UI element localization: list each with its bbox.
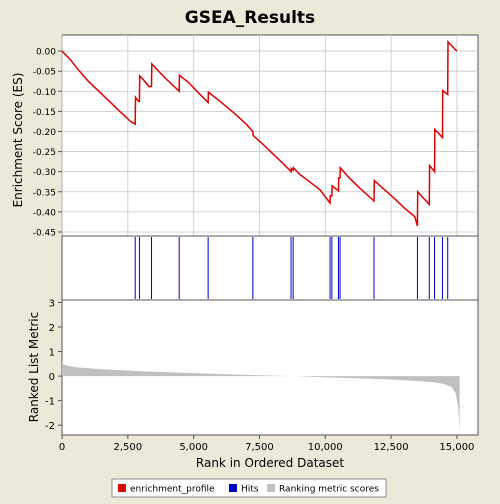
es-y-tick-label: -0.05: [33, 68, 56, 78]
es-y-tick-label: -0.20: [33, 128, 57, 138]
legend: enrichment_profile Hits Ranking metric s…: [111, 478, 387, 498]
es-plot-area: [61, 34, 479, 237]
chart-title: GSEA_Results: [185, 8, 315, 28]
x-axis: 0 2,500 5,000 7,500 10,000 12,500 15,000: [59, 435, 474, 453]
enrichment-score-panel: 0.00 -0.05 -0.10 -0.15 -0.20 -0.25 -0.30 -0.35 -…: [33, 34, 479, 238]
x-tick-label: 5,000: [179, 442, 208, 453]
hits-panel: [61, 235, 479, 301]
x-tick-label: 7,500: [245, 442, 274, 453]
es-y-tick-label: -0.45: [33, 228, 56, 238]
x-tick-label: 0: [59, 442, 65, 453]
ranking-plot-area: [61, 299, 479, 436]
es-y-tick-label: -0.10: [33, 88, 57, 98]
es-y-tick-label: -0.35: [33, 188, 56, 198]
es-y-tick-label: -0.15: [33, 108, 56, 118]
ranking-y-tick-label: 1: [49, 348, 55, 359]
legend-swatch-enrichment-profile: [118, 484, 126, 492]
legend-label-ranking-metric-scores: Ranking metric scores: [279, 485, 379, 495]
legend-box: [111, 478, 387, 498]
legend-label-hits: Hits: [241, 485, 259, 495]
legend-label-enrichment-profile: enrichment_profile: [130, 485, 215, 495]
x-tick-label: 10,000: [308, 442, 343, 453]
es-y-axis-label: Enrichment Score (ES): [11, 73, 25, 208]
x-tick-label: 2,500: [114, 442, 143, 453]
x-tick-label: 15,000: [439, 442, 474, 453]
es-y-tick-label: 0.00: [36, 48, 56, 58]
ranking-y-tick-label: 3: [49, 298, 55, 309]
legend-swatch-ranking-metric-scores: [267, 484, 275, 492]
legend-swatch-hits: [229, 484, 237, 492]
ranking-y-tick-label: 2: [49, 323, 55, 334]
es-y-tick-label: -0.25: [33, 148, 56, 158]
ranking-y-tick-label: -2: [45, 421, 55, 432]
ranking-y-tick-label: 0: [49, 372, 55, 383]
es-y-tick-label: -0.30: [33, 168, 57, 178]
ranking-y-tick-label: -1: [45, 397, 55, 408]
ranking-metric-panel: 3 2 1 0 -1 -2: [45, 298, 479, 436]
ranking-y-axis-label: Ranked List Metric: [27, 312, 41, 422]
es-y-tick-label: -0.40: [33, 208, 57, 218]
ranking-metric-area: [62, 361, 460, 433]
enrichment-profile-line: [61, 39, 458, 227]
x-tick-label: 12,500: [374, 442, 409, 453]
hits-plot-area: [61, 235, 479, 301]
x-axis-label: Rank in Ordered Dataset: [196, 456, 344, 470]
